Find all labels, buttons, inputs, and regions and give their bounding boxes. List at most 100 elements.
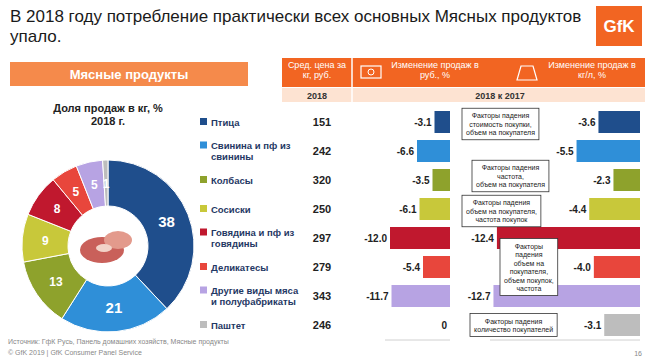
pie-label: 5 — [73, 185, 80, 199]
price-value: 320 — [313, 174, 331, 186]
footer-page: 16 — [634, 350, 642, 357]
bar — [433, 169, 451, 191]
price-value: 250 — [313, 203, 331, 215]
text-line: Сосиски — [211, 204, 251, 215]
bar — [417, 140, 450, 162]
factor-note-line: падения — [515, 251, 542, 259]
pie-label: 8 — [54, 202, 61, 216]
text-line: говядины — [211, 238, 258, 249]
legend-swatch — [200, 229, 207, 236]
legend-label: Говядина и пф изговядины — [211, 227, 295, 249]
price-value: 343 — [313, 290, 331, 302]
legend-swatch — [200, 287, 207, 294]
bar-label: -5.5 — [556, 146, 574, 157]
text-line: свинины — [211, 151, 253, 162]
factor-note-line: стоимость покупки, — [469, 121, 532, 129]
footer-copyright: © GfK 2019 | GfK Consumer Panel Service — [8, 349, 142, 357]
bar — [435, 111, 451, 133]
pie-label: 9 — [42, 234, 49, 248]
bar — [423, 256, 450, 278]
legend-label: Птица — [211, 117, 240, 128]
legend-swatch — [200, 142, 207, 149]
factor-note-line: объем покупок, — [504, 277, 554, 285]
price-value: 246 — [313, 319, 331, 331]
text-line: кг/л, % — [578, 70, 606, 80]
factor-note: Факторы падениястоимость покупки,объем н… — [462, 108, 539, 140]
bar-chart-title: Изменение продаж вкг/л, % — [548, 60, 636, 80]
bar — [589, 198, 640, 220]
bar-label: -12.4 — [471, 233, 494, 244]
factor-note-box — [462, 195, 541, 227]
pie-label: 1 — [103, 177, 110, 191]
factor-note-line: объем на — [514, 260, 545, 267]
bar-label: -2.3 — [593, 175, 611, 186]
factor-note-box — [472, 160, 549, 192]
pie-slice — [76, 160, 105, 209]
bar-label: -3.6 — [578, 117, 596, 128]
text-line: Птица — [211, 117, 240, 128]
bar — [420, 198, 451, 220]
factor-note-line: Факторы падения — [482, 164, 540, 172]
bar-chart-title: Изменение продаж вруб., % — [391, 60, 479, 80]
text-line: руб., % — [420, 70, 450, 80]
column-header-band — [282, 58, 645, 87]
factor-note-box — [470, 314, 557, 337]
pie-label: 38 — [158, 213, 175, 230]
text-line: Сред. цена за — [288, 60, 346, 70]
axis-line — [385, 340, 450, 341]
pie-title: Доля продаж в кг, % — [53, 102, 163, 114]
text-line: В 2018 году потребление практически всех… — [10, 7, 581, 26]
bar-label: -3.1 — [414, 117, 432, 128]
text-line: кг, руб. — [303, 70, 331, 80]
text-line: и полуфабрикаты — [211, 296, 296, 307]
pie-center-decor — [96, 244, 112, 252]
money-icon-coin — [368, 69, 374, 75]
factor-note: Факторы паденияобъем на покупателя,часто… — [462, 195, 541, 227]
section-header: Мясные продукты — [70, 67, 189, 82]
column-subheader-band — [282, 88, 645, 102]
money-icon — [361, 66, 381, 78]
legend-label: Сосиски — [211, 204, 251, 215]
bar-label: -3.5 — [412, 175, 430, 186]
bar — [450, 314, 451, 336]
factor-note: Факторыпаденияобъем напокупателя,объем п… — [500, 239, 558, 296]
bar — [604, 314, 640, 336]
factor-note-line: Факторы падения — [485, 318, 543, 326]
legend-label: Колбасы — [211, 175, 253, 186]
legend-label: Паштет — [211, 320, 246, 331]
price-header: Сред. цена закг, руб. — [288, 60, 346, 80]
bar-label: -4.4 — [569, 204, 587, 215]
price-value: 279 — [313, 261, 331, 273]
price-value: 242 — [313, 145, 331, 157]
bars — [390, 111, 450, 307]
pie-labels: 38211398551 — [42, 177, 175, 317]
factor-note-line: объем на покупателя, — [466, 208, 537, 216]
bar — [594, 256, 640, 278]
text-line: Колбасы — [211, 175, 253, 186]
legend-swatch — [200, 321, 207, 328]
section-header-box — [10, 62, 248, 86]
footer-source: Источник: ГфК Русь, Панель домашних хозя… — [8, 338, 229, 346]
period: 2018 к 2017 — [475, 91, 525, 101]
factor-note: Факторы паденияколичество покупателей — [470, 314, 557, 337]
price-value: 297 — [313, 232, 331, 244]
bar-label: -6.6 — [397, 146, 415, 157]
legend-swatch — [200, 263, 207, 270]
legend-label: Другие виды мясаи полуфабрикаты — [211, 285, 299, 307]
axis-line — [490, 340, 640, 341]
bar-label: -12.0 — [364, 233, 387, 244]
title: В 2018 году потребление практически всех… — [10, 7, 581, 46]
factor-note-box — [462, 108, 539, 140]
pie-label: 13 — [49, 275, 63, 289]
bar — [598, 111, 640, 133]
bar — [392, 285, 451, 307]
bar — [390, 227, 450, 249]
bar — [577, 140, 640, 162]
bar-label: -5.4 — [403, 262, 421, 273]
bar — [613, 169, 640, 191]
weight-icon — [517, 66, 537, 80]
bar-label: -4.0 — [574, 262, 592, 273]
infographic: В 2018 году потребление практически всех… — [0, 0, 650, 360]
pie-slices — [22, 160, 194, 332]
pie-center — [70, 208, 146, 284]
